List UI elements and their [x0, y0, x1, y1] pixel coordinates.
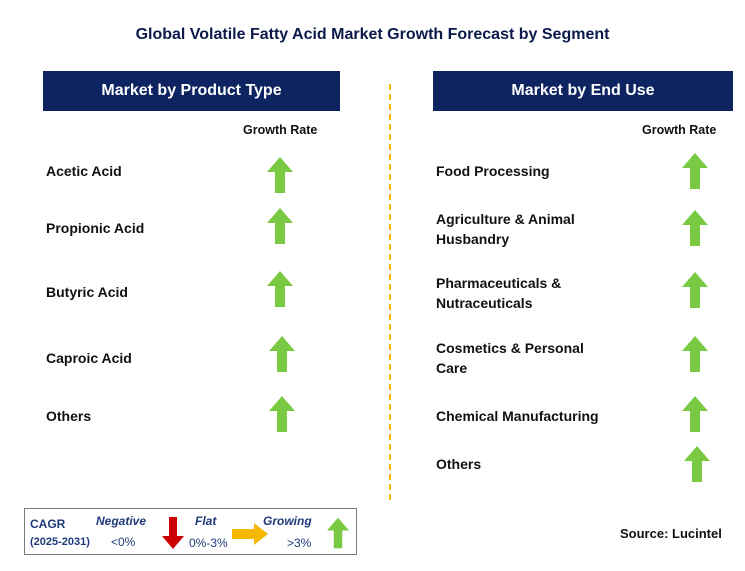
green-up-arrow-icon [682, 153, 708, 189]
legend-negative-label: Negative [96, 514, 147, 528]
panel-divider [389, 84, 391, 500]
green-up-arrow-icon [267, 208, 293, 244]
legend-flat-label: Flat [195, 514, 217, 528]
end-use-header: Market by End Use [433, 71, 733, 111]
end-use-item-label: Others [436, 456, 482, 472]
chart-title: Global Volatile Fatty Acid Market Growth… [135, 26, 610, 43]
legend-period: (2025-2031) [30, 536, 90, 548]
green-up-arrow-icon [269, 336, 295, 372]
green-up-arrow-icon [684, 446, 710, 482]
legend-cagr-label: CAGR [30, 517, 66, 531]
legend-flat-range: 0%-3% [189, 536, 228, 550]
green-up-arrow-icon [682, 336, 708, 372]
legend-negative-range: <0% [111, 535, 136, 549]
product-type-item-label: Acetic Acid [46, 163, 122, 179]
end-use-item-label: Chemical Manufacturing [436, 408, 599, 424]
legend-growing-range: >3% [287, 536, 312, 550]
end-use-item-label: Pharmaceuticals & Nutraceuticals [436, 275, 562, 311]
green-up-arrow-icon [327, 517, 349, 549]
green-up-arrow-icon [682, 210, 708, 246]
green-up-arrow-icon [682, 396, 708, 432]
green-up-arrow-icon [682, 272, 708, 308]
orange-right-arrow-icon [232, 523, 268, 545]
product-type-growth-rate-header: Growth Rate [243, 123, 318, 137]
end-use-item-label: Cosmetics & Personal Care [436, 340, 584, 376]
end-use-item-label: Agriculture & Animal Husbandry [436, 211, 575, 247]
product-type-item-label: Butyric Acid [46, 284, 128, 300]
legend-growing-label: Growing [263, 514, 312, 528]
red-down-arrow-icon [162, 517, 184, 549]
green-up-arrow-icon [267, 157, 293, 193]
product-type-item-label: Propionic Acid [46, 220, 145, 236]
end-use-item-label: Food Processing [436, 163, 550, 179]
green-up-arrow-icon [267, 271, 293, 307]
source-credit: Source: Lucintel [620, 526, 722, 541]
end-use-growth-rate-header: Growth Rate [642, 123, 717, 137]
green-up-arrow-icon [269, 396, 295, 432]
legend: CAGR (2025-2031) Negative <0% Flat 0%-3%… [24, 508, 357, 555]
product-type-item-label: Caproic Acid [46, 350, 132, 366]
product-type-header: Market by Product Type [43, 71, 340, 111]
product-type-item-label: Others [46, 408, 92, 424]
